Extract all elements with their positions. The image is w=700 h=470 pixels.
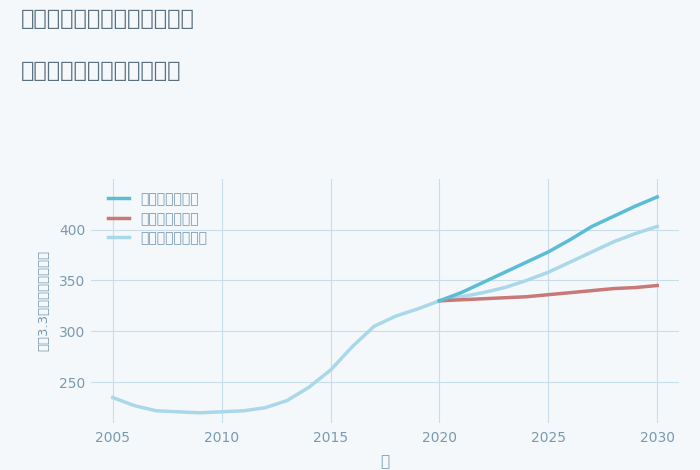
グッドシナリオ <box>544 249 552 255</box>
ノーマルシナリオ <box>435 298 444 304</box>
バッドシナリオ <box>435 298 444 304</box>
グッドシナリオ <box>588 224 596 229</box>
ノーマルシナリオ <box>544 269 552 275</box>
ノーマルシナリオ <box>653 224 662 229</box>
グッドシナリオ <box>653 194 662 200</box>
バッドシナリオ <box>479 296 487 302</box>
Line: グッドシナリオ: グッドシナリオ <box>440 197 657 301</box>
バッドシナリオ <box>566 290 574 296</box>
グッドシナリオ <box>522 259 531 265</box>
バッドシナリオ <box>631 285 640 290</box>
バッドシナリオ <box>610 286 618 291</box>
グッドシナリオ <box>479 280 487 285</box>
Text: 中古マンションの価格推移: 中古マンションの価格推移 <box>21 61 181 81</box>
グッドシナリオ <box>566 237 574 243</box>
ノーマルシナリオ <box>522 278 531 283</box>
バッドシナリオ <box>457 297 466 303</box>
Line: バッドシナリオ: バッドシナリオ <box>440 285 657 301</box>
ノーマルシナリオ <box>479 290 487 296</box>
Y-axis label: 坪（3.3㎡）単価（万円）: 坪（3.3㎡）単価（万円） <box>38 250 51 352</box>
ノーマルシナリオ <box>631 231 640 236</box>
バッドシナリオ <box>588 288 596 293</box>
バッドシナリオ <box>500 295 509 301</box>
グッドシナリオ <box>457 290 466 296</box>
グッドシナリオ <box>500 269 509 275</box>
Line: ノーマルシナリオ: ノーマルシナリオ <box>440 227 657 301</box>
バッドシナリオ <box>653 282 662 288</box>
ノーマルシナリオ <box>610 239 618 244</box>
バッドシナリオ <box>544 292 552 298</box>
X-axis label: 年: 年 <box>380 454 390 469</box>
グッドシナリオ <box>631 203 640 209</box>
ノーマルシナリオ <box>588 249 596 255</box>
ノーマルシナリオ <box>457 294 466 299</box>
グッドシナリオ <box>435 298 444 304</box>
ノーマルシナリオ <box>500 285 509 290</box>
バッドシナリオ <box>522 294 531 299</box>
Legend: グッドシナリオ, バッドシナリオ, ノーマルシナリオ: グッドシナリオ, バッドシナリオ, ノーマルシナリオ <box>104 188 211 250</box>
ノーマルシナリオ <box>566 259 574 265</box>
Text: 東京都西多摩郡瑞穂町武蔵の: 東京都西多摩郡瑞穂町武蔵の <box>21 9 195 30</box>
グッドシナリオ <box>610 213 618 219</box>
